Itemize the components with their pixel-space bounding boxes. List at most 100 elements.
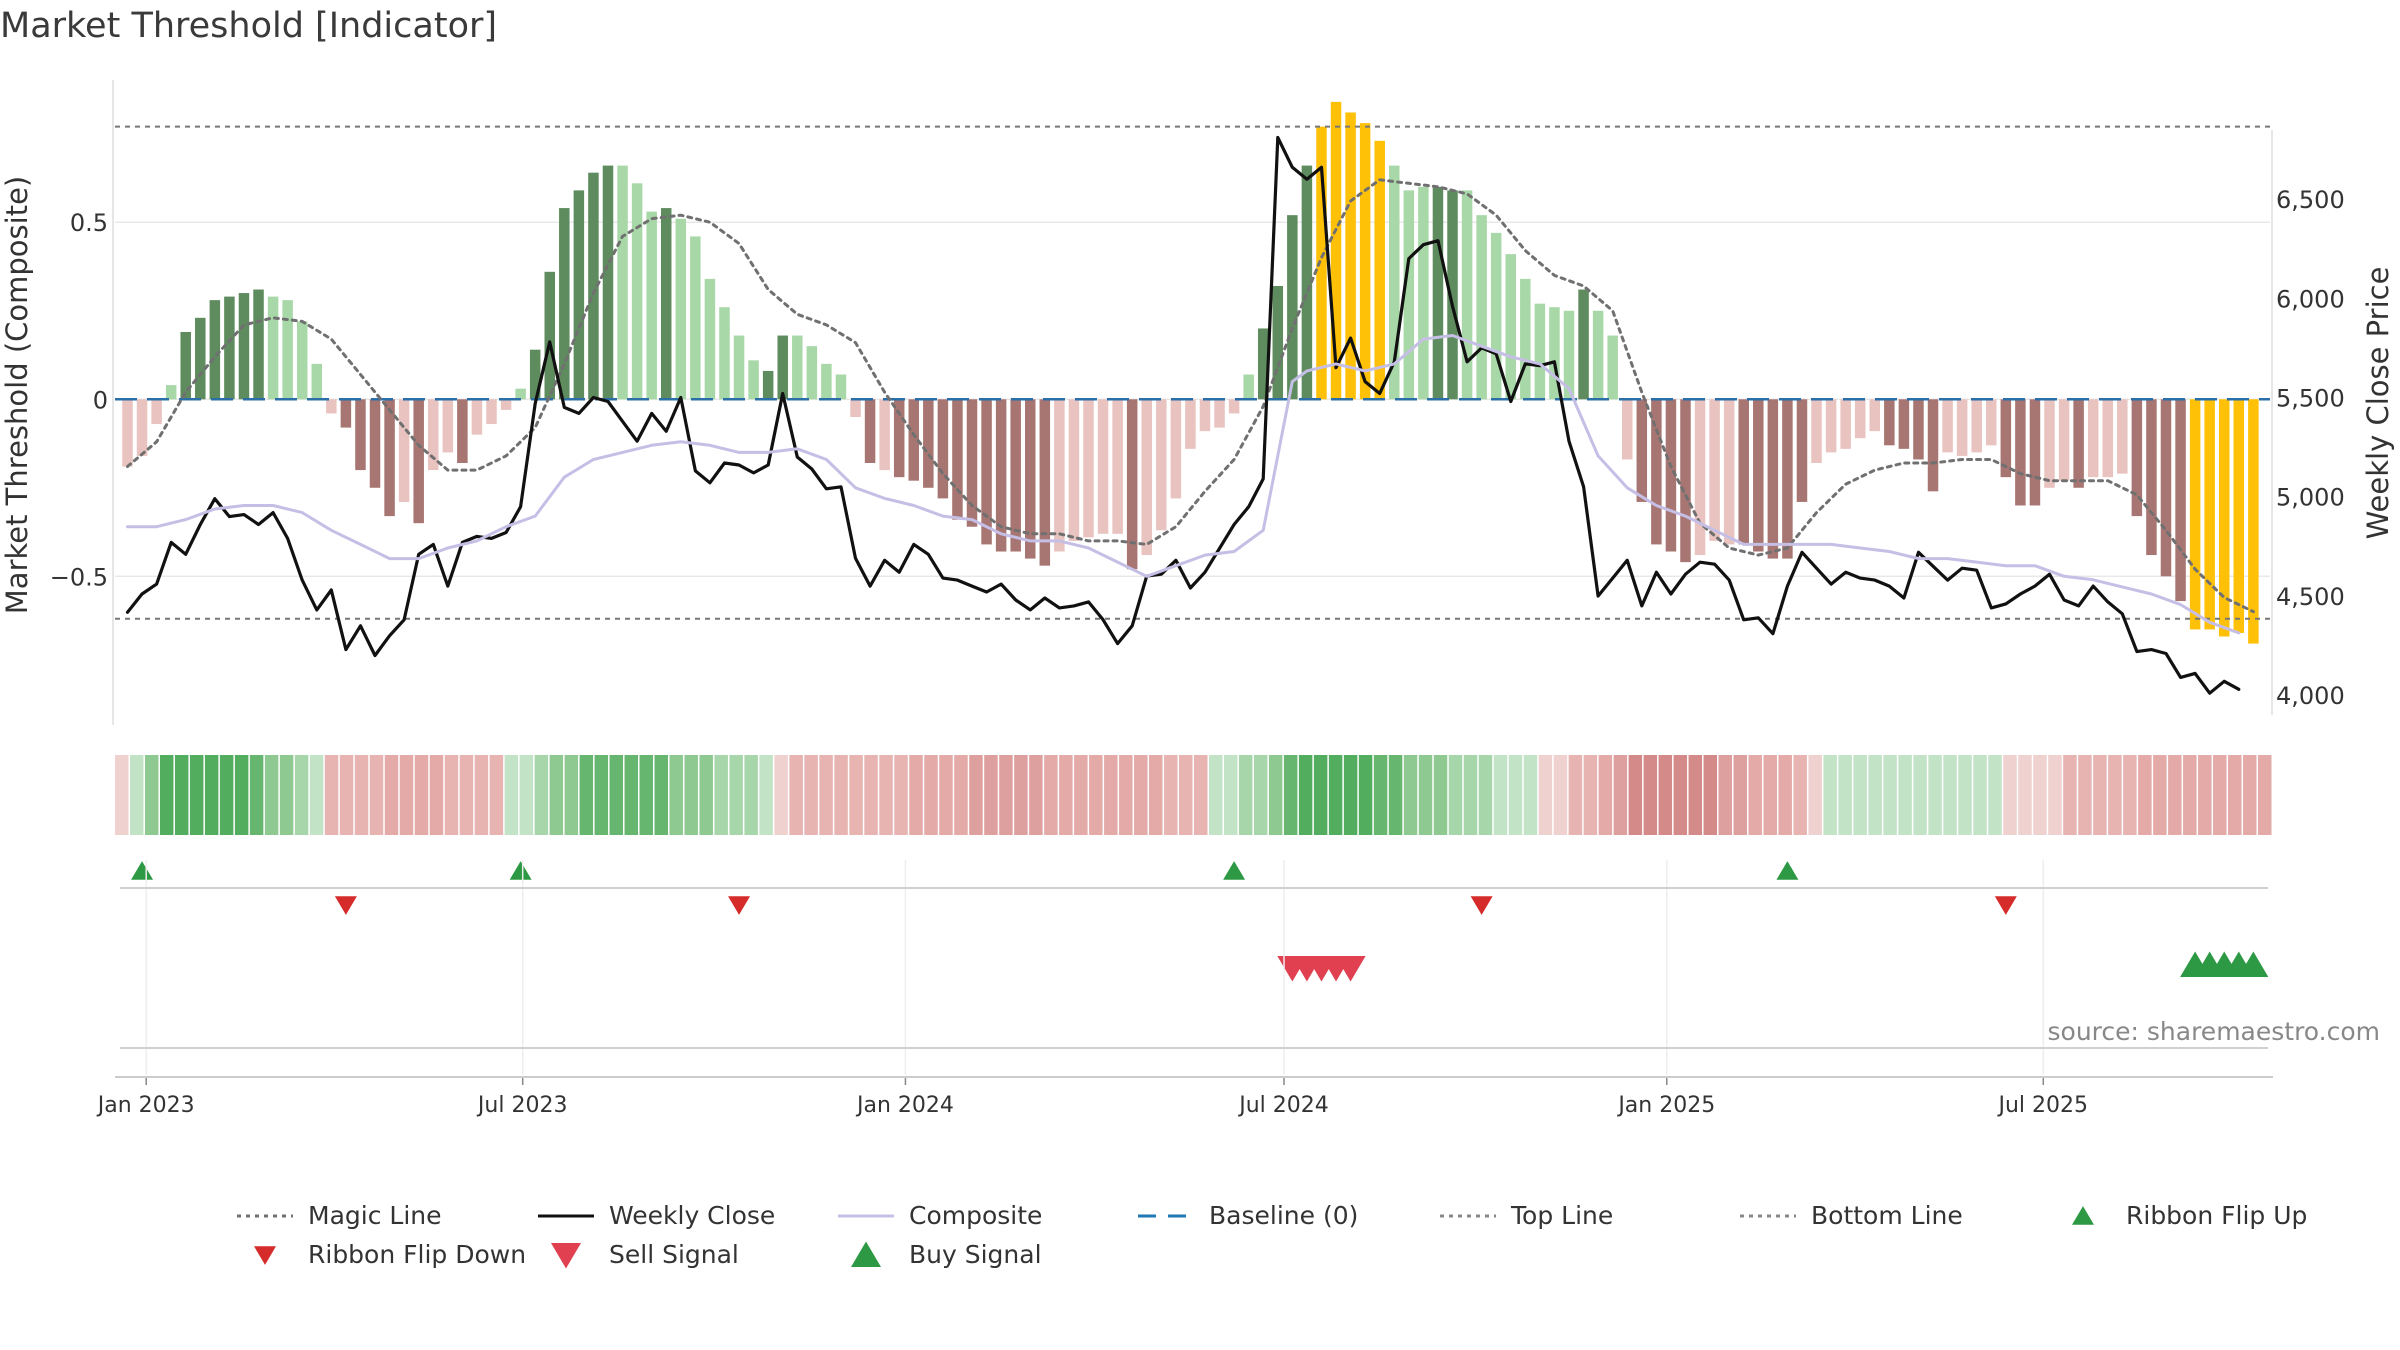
composite-bar (1884, 399, 1895, 446)
composite-bar (1345, 112, 1356, 400)
composite-bar (1301, 165, 1313, 400)
composite-bar (180, 332, 191, 400)
ribbon-cell (2228, 755, 2242, 835)
legend-label: Baseline (0) (1209, 1201, 1358, 1230)
sell-signal-marker (1335, 956, 1366, 982)
composite-bar (2000, 399, 2012, 478)
x-tick-label: Jan 2024 (855, 1093, 954, 1118)
ribbon-cell (1778, 755, 1792, 835)
composite-bar (355, 399, 366, 471)
composite-bar (471, 399, 483, 435)
x-tick-label: Jan 2023 (96, 1093, 195, 1118)
composite-bar (1257, 328, 1269, 400)
ribbon-cell (1074, 755, 1088, 835)
lines-layer (115, 125, 2270, 695)
composite-bar (850, 399, 861, 417)
ribbon-cell (1733, 755, 1747, 835)
ribbon-cell (2063, 755, 2077, 835)
composite-bar (151, 399, 162, 425)
ribbon-cell (789, 755, 803, 835)
ribbon-cell (2003, 755, 2017, 835)
ribbon-cell (1718, 755, 1732, 835)
composite-bar (1199, 399, 1211, 432)
composite-bar (617, 165, 628, 400)
composite-bar (1709, 399, 1720, 541)
ribbon-cell (1313, 755, 1328, 835)
ribbon-cell (2258, 755, 2272, 835)
ribbon-cell (759, 755, 773, 835)
x-tick-label: Jul 2023 (476, 1093, 568, 1118)
composite-bar (1068, 399, 1080, 541)
ribbon-cell (1523, 755, 1538, 835)
ribbon-cell (459, 755, 474, 835)
composite-bar (136, 399, 148, 456)
source-credit: source: sharemaestro.com (2048, 1017, 2381, 1046)
composite-bar (864, 399, 876, 463)
ribbon-cell (474, 755, 489, 835)
ribbon-cell (594, 755, 609, 835)
composite-bar (2189, 399, 2201, 630)
composite-bar (704, 278, 716, 400)
ribbon-cell (1283, 755, 1298, 835)
ribbon-cell (189, 755, 204, 835)
ribbon-cell (264, 755, 279, 835)
y-right-tick-label: 4,000 (2276, 682, 2345, 710)
ribbon-cell (549, 755, 564, 835)
composite-bar (398, 399, 410, 502)
ribbon-cell (1988, 755, 2002, 835)
ribbon-cell (1598, 755, 1613, 835)
ribbon-cell (1134, 755, 1148, 835)
composite-bar (762, 370, 774, 400)
composite-bar (1898, 399, 1910, 449)
legend-item: Magic Line (237, 1201, 442, 1230)
composite-bar (1403, 190, 1415, 400)
ribbon-cell (1898, 755, 1912, 835)
ribbon-cell (309, 755, 324, 835)
composite-bar (660, 208, 672, 400)
ribbon-cell (2078, 755, 2092, 835)
ribbon-cell (1913, 755, 1927, 835)
composite-bar (1854, 399, 1866, 439)
ribbon-cell (1089, 755, 1103, 835)
ribbon-cell (1493, 755, 1508, 835)
ribbon-cell (1973, 755, 1987, 835)
composite-bar (2131, 399, 2143, 517)
y-right-tick-label: 4,500 (2276, 583, 2345, 611)
ribbon-cell (2033, 755, 2047, 835)
composite-bar (821, 363, 832, 400)
ribbon-cell (1268, 755, 1283, 835)
legend-label: Sell Signal (609, 1240, 739, 1269)
ribbon-cell (1373, 755, 1388, 835)
ribbon-flip-down-marker (334, 896, 357, 915)
composite-bar (369, 399, 381, 488)
ribbon-cell (204, 755, 219, 835)
ribbon-cell (969, 755, 983, 835)
composite-bar (1767, 399, 1779, 559)
ribbon-cell (1179, 755, 1193, 835)
composite-bar (777, 335, 788, 400)
composite-bar (1039, 399, 1051, 566)
composite-bar (282, 300, 293, 400)
ribbon-cell (384, 755, 399, 835)
ribbon-cell (1553, 755, 1568, 835)
ribbon-cell (1943, 755, 1957, 835)
composite-bar (1097, 399, 1109, 534)
ribbon-cell (1838, 755, 1852, 835)
ribbon-cell (354, 755, 369, 835)
ribbon-cell (1658, 755, 1673, 835)
composite-bar (165, 385, 177, 400)
ribbon-cell (1328, 755, 1343, 835)
composite-bar (1490, 232, 1502, 400)
composite-bar (573, 190, 585, 400)
composite-bar (1578, 289, 1589, 400)
ribbon-cell (444, 755, 459, 835)
ribbon-cell (999, 755, 1013, 835)
ribbon-cell (294, 755, 309, 835)
ribbon-cell (2108, 755, 2122, 835)
ribbon-cell (129, 755, 144, 835)
legend-swatch (851, 1241, 881, 1267)
composite-bar (1651, 399, 1662, 545)
composite-bar (719, 307, 730, 400)
ribbon-cell (534, 755, 549, 835)
composite-bar (1796, 399, 1808, 502)
